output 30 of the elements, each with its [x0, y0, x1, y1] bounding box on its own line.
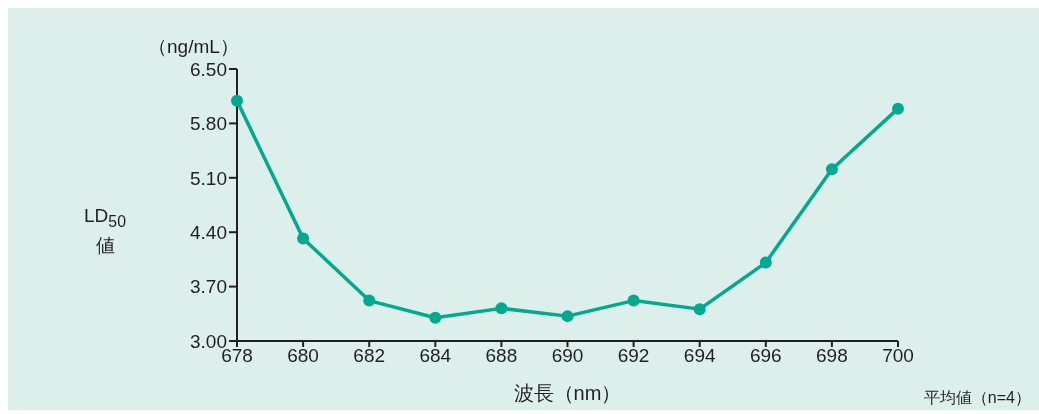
y-tick-label: 3.70 — [190, 276, 227, 298]
y-tick-label: 6.50 — [190, 58, 227, 80]
y-axis-title: LD$_{50}$値 — [83, 204, 127, 258]
y-tick-label: 5.10 — [190, 167, 227, 189]
x-tick-label: 694 — [683, 345, 716, 367]
x-tick-label: 684 — [419, 345, 452, 367]
x-tick-label: 696 — [749, 345, 782, 367]
point — [297, 232, 310, 245]
text: （ng/mL） — [148, 35, 239, 59]
x-tick-label: 698 — [816, 345, 848, 367]
x-tick-label: 690 — [551, 345, 584, 367]
x-tick-label: 688 — [485, 345, 518, 367]
y-tick-label: 5.80 — [190, 113, 227, 135]
y-tick-label: 4.40 — [190, 221, 227, 243]
point — [693, 303, 706, 316]
point — [825, 163, 838, 176]
text: 平均値（n=4） — [923, 388, 1031, 408]
x-axis-title: 波長（nm） — [512, 381, 623, 406]
x-tick-label: 680 — [287, 345, 319, 367]
x-tick-label: 692 — [617, 345, 650, 367]
x-tick-label: 700 — [882, 345, 914, 367]
point — [627, 294, 640, 307]
point — [561, 310, 574, 323]
point — [495, 302, 508, 315]
point — [429, 311, 442, 324]
x-tick-label: 682 — [353, 345, 386, 367]
point — [363, 294, 376, 307]
point — [892, 102, 904, 115]
point — [759, 256, 772, 269]
point — [231, 94, 243, 107]
